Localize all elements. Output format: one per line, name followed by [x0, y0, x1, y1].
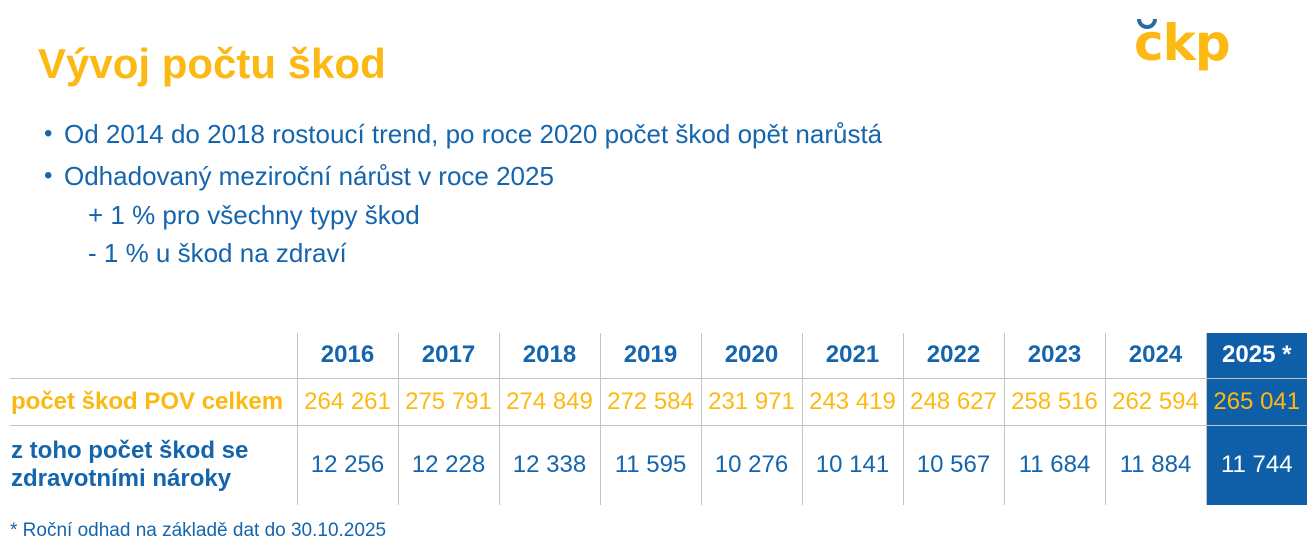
- bullet-list: Od 2014 do 2018 rostoucí trend, po roce …: [44, 119, 994, 276]
- claims-table: 2016 2017 2018 2019 2020 2021 2022 2023 …: [10, 333, 1307, 505]
- year-header: 2021: [801, 333, 903, 379]
- value-cell: 243 419: [801, 378, 903, 426]
- year-header: 2020: [700, 333, 802, 379]
- bullet-subitem: + 1 % pro všechny typy škod: [44, 200, 994, 230]
- row-label: z toho počet škod se zdravotními nároky: [11, 437, 249, 493]
- value-cell: 275 791: [397, 378, 499, 426]
- bullet-text: Odhadovaný meziroční nárůst v roce 2025: [64, 161, 554, 191]
- value-cell: 12 256: [296, 425, 398, 505]
- value-cell: 11 884: [1104, 425, 1206, 505]
- page-title: Vývoj počtu škod: [38, 40, 386, 87]
- value-cell: 258 516: [1003, 378, 1105, 426]
- ckp-logo: čkp: [1132, 12, 1254, 84]
- table-row-total-claims: počet škod POV celkem 264 261 275 791 27…: [10, 378, 1307, 426]
- value-cell: 231 971: [700, 378, 802, 426]
- row-label: počet škod POV celkem: [10, 378, 297, 426]
- value-cell: 264 261: [296, 378, 398, 426]
- value-cell: 12 338: [498, 425, 600, 505]
- value-cell: 10 141: [801, 425, 903, 505]
- value-cell: 248 627: [902, 378, 1004, 426]
- value-cell: 10 276: [700, 425, 802, 505]
- year-header: 2017: [397, 333, 499, 379]
- value-cell: 12 228: [397, 425, 499, 505]
- value-cell: 262 594: [1104, 378, 1206, 426]
- footnote: * Roční odhad na základě dat do 30.10.20…: [10, 520, 387, 541]
- year-header: 2016: [296, 333, 398, 379]
- year-header: 2019: [599, 333, 701, 379]
- table-row-health-claims: z toho počet škod se zdravotními nároky …: [10, 425, 1307, 505]
- value-cell: 11 684: [1003, 425, 1105, 505]
- year-header: 2024: [1104, 333, 1206, 379]
- year-header-highlight: 2025 *: [1205, 333, 1307, 379]
- value-cell-highlight: 265 041: [1205, 378, 1307, 426]
- table-corner-cell: [10, 333, 297, 379]
- logo-caron-icon: [1137, 19, 1157, 30]
- value-cell: 272 584: [599, 378, 701, 426]
- bullet-item: Od 2014 do 2018 rostoucí trend, po roce …: [44, 119, 994, 149]
- bullet-dot-icon: [44, 161, 64, 191]
- year-header: 2023: [1003, 333, 1105, 379]
- value-cell: 11 595: [599, 425, 701, 505]
- value-cell-highlight: 11 744: [1205, 425, 1307, 505]
- bullet-subitem: - 1 % u škod na zdraví: [44, 238, 994, 268]
- bullet-text: - 1 % u škod na zdraví: [88, 238, 347, 268]
- bullet-dot-icon: [44, 119, 64, 149]
- year-header: 2018: [498, 333, 600, 379]
- year-header: 2022: [902, 333, 1004, 379]
- value-cell: 274 849: [498, 378, 600, 426]
- bullet-text: Od 2014 do 2018 rostoucí trend, po roce …: [64, 119, 883, 149]
- table-header-row: 2016 2017 2018 2019 2020 2021 2022 2023 …: [10, 333, 1307, 379]
- bullet-item: Odhadovaný meziroční nárůst v roce 2025: [44, 161, 994, 191]
- bullet-text: + 1 % pro všechny typy škod: [88, 200, 420, 230]
- value-cell: 10 567: [902, 425, 1004, 505]
